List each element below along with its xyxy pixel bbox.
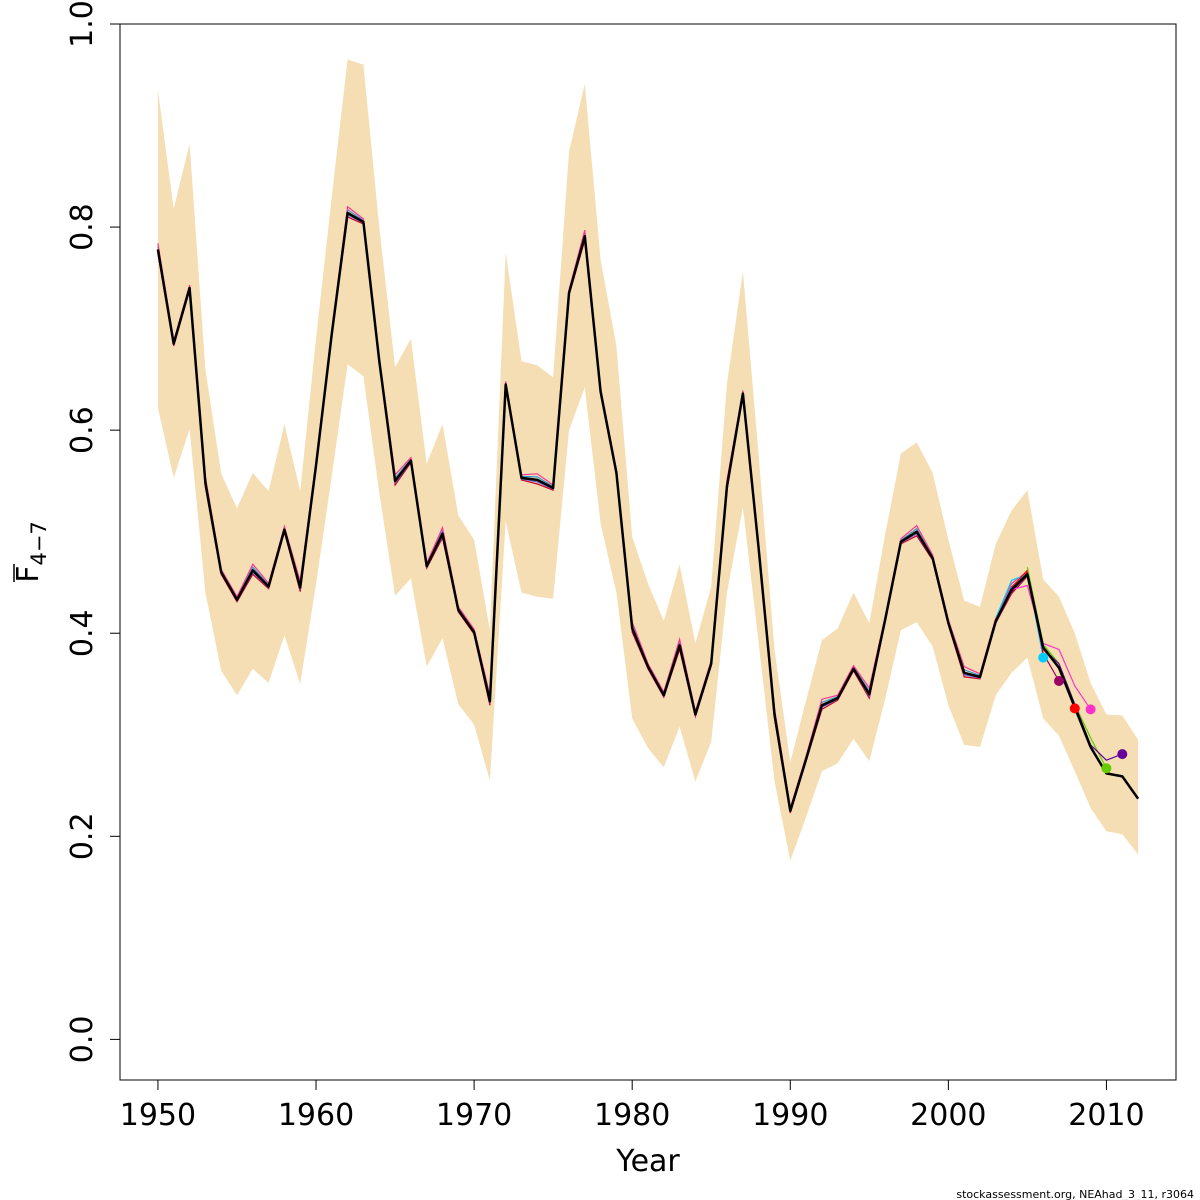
y-tick-label: 1.0 bbox=[65, 0, 100, 48]
svg-text:F4−7: F4−7 bbox=[11, 521, 51, 583]
y-tick-label: 0.4 bbox=[65, 609, 100, 657]
retro-line-2009 bbox=[1011, 584, 1092, 710]
confidence-band bbox=[157, 59, 1139, 861]
y-axis-title: F4−7 bbox=[11, 521, 51, 583]
x-tick-label: 2000 bbox=[910, 1098, 986, 1133]
x-tick-label: 1970 bbox=[436, 1098, 512, 1133]
retro-endpoint-2006 bbox=[1038, 652, 1049, 663]
x-tick-label: 1960 bbox=[278, 1098, 354, 1133]
x-axis-title: Year bbox=[615, 1144, 680, 1179]
footer-credit: stockassessment.org, NEAhad_3_11, r3064 bbox=[956, 1188, 1194, 1200]
x-tick-label: 2010 bbox=[1068, 1098, 1144, 1133]
x-tick-label: 1980 bbox=[594, 1098, 670, 1133]
retro-endpoints-layer bbox=[1038, 652, 1128, 774]
confidence-band-layer bbox=[157, 59, 1139, 861]
y-tick-label: 0.6 bbox=[65, 406, 100, 454]
retro-endpoint-2010 bbox=[1101, 763, 1112, 774]
y-tick-label: 0.8 bbox=[65, 203, 100, 251]
retro-endpoint-2009 bbox=[1085, 704, 1096, 715]
retro-endpoint-2011 bbox=[1117, 749, 1128, 760]
main-line-layer bbox=[156, 211, 1140, 813]
y-tick-label: 0.0 bbox=[65, 1016, 100, 1064]
axes-layer: 1950 1960 1970 1980 1990 2000 2010 0.0 0.2 0.4 0.6… bbox=[65, 0, 1145, 1133]
y-axis-title-subscript: 4−7 bbox=[27, 521, 51, 565]
main-series-line bbox=[156, 211, 1140, 813]
x-tick-label: 1990 bbox=[752, 1098, 828, 1133]
retro-endpoint-2007 bbox=[1054, 676, 1064, 686]
y-axis-title-main: F bbox=[11, 566, 46, 583]
retro-endpoint-2008 bbox=[1069, 703, 1080, 714]
x-tick-label: 1950 bbox=[120, 1098, 196, 1133]
y-tick-label: 0.2 bbox=[65, 812, 100, 860]
